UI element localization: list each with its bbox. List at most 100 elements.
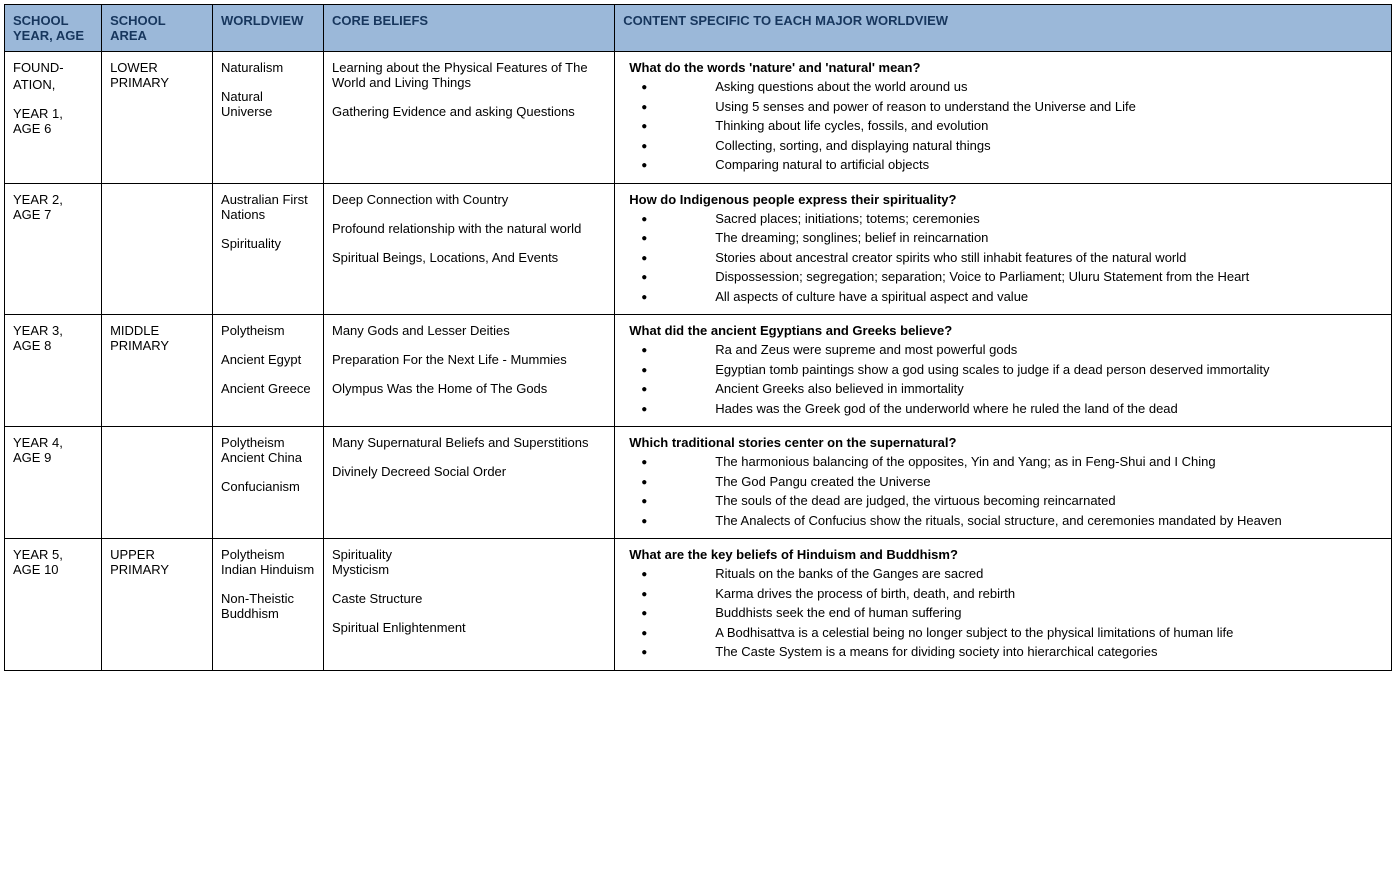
- content-bullet: The God Pangu created the Universe: [641, 472, 1383, 492]
- worldview-item: Ancient Egypt: [221, 352, 315, 367]
- belief-item: Gathering Evidence and asking Questions: [332, 104, 606, 119]
- cell-beliefs: Many Supernatural Beliefs and Superstiti…: [323, 427, 614, 539]
- cell-year: YEAR 4, AGE 9: [5, 427, 102, 539]
- content-question: Which traditional stories center on the …: [629, 435, 1383, 450]
- cell-beliefs: Many Gods and Lesser Deities Preparation …: [323, 315, 614, 427]
- col-header-beliefs: CORE BELIEFS: [323, 5, 614, 52]
- cell-year: YEAR 2, AGE 7: [5, 183, 102, 315]
- col-header-content: CONTENT SPECIFIC TO EACH MAJOR WORLDVIEW: [615, 5, 1392, 52]
- year-text: YEAR 3, AGE 8: [13, 323, 93, 353]
- content-bullet-list: Ra and Zeus were supreme and most powerf…: [623, 340, 1383, 418]
- worldview-item: Naturalism: [221, 60, 315, 75]
- cell-area: [102, 427, 213, 539]
- cell-year: YEAR 3, AGE 8: [5, 315, 102, 427]
- content-bullet: Thinking about life cycles, fossils, and…: [641, 116, 1383, 136]
- cell-area: UPPER PRIMARY: [102, 539, 213, 671]
- worldview-item: Polytheism Indian Hinduism: [221, 547, 315, 577]
- year-text: YEAR 4, AGE 9: [13, 435, 93, 465]
- content-bullet-list: Sacred places; initiations; totems; cere…: [623, 209, 1383, 307]
- content-bullet: The dreaming; songlines; belief in reinc…: [641, 228, 1383, 248]
- cell-worldview: Australian First Nations Spirituality: [213, 183, 324, 315]
- cell-beliefs: Learning about the Physical Features of …: [323, 52, 614, 184]
- worldview-item: Ancient Greece: [221, 381, 315, 396]
- cell-beliefs: Spirituality Mysticism Caste Structure Spi…: [323, 539, 614, 671]
- year-text: FOUND-: [13, 60, 93, 75]
- year-text: ATION,: [13, 77, 93, 92]
- table-row: YEAR 3, AGE 8 MIDDLE PRIMARY Polytheism Anc…: [5, 315, 1392, 427]
- content-bullet: Stories about ancestral creator spirits …: [641, 248, 1383, 268]
- content-bullet-list: Asking questions about the world around …: [623, 77, 1383, 175]
- table-row: FOUND-ATION,YEAR 1, AGE 6LOWER PRIMARYNa…: [5, 52, 1392, 184]
- belief-item: Spiritual Enlightenment: [332, 620, 606, 635]
- belief-item: Caste Structure: [332, 591, 606, 606]
- content-bullet: Asking questions about the world around …: [641, 77, 1383, 97]
- content-bullet: Egyptian tomb paintings show a god using…: [641, 360, 1383, 380]
- cell-content: What do the words 'nature' and 'natural'…: [615, 52, 1392, 184]
- belief-item: Profound relationship with the natural w…: [332, 221, 606, 236]
- content-bullet: Buddhists seek the end of human sufferin…: [641, 603, 1383, 623]
- table-row: YEAR 2, AGE 7 Australian First Nations Spi…: [5, 183, 1392, 315]
- worldview-item: Non-Theistic Buddhism: [221, 591, 315, 621]
- belief-item: Olympus Was the Home of The Gods: [332, 381, 606, 396]
- content-bullet: Collecting, sorting, and displaying natu…: [641, 136, 1383, 156]
- content-bullet: Rituals on the banks of the Ganges are s…: [641, 564, 1383, 584]
- worldview-item: Polytheism Ancient China: [221, 435, 315, 465]
- content-bullet: The souls of the dead are judged, the vi…: [641, 491, 1383, 511]
- table-header: SCHOOL YEAR, AGE SCHOOL AREA WORLDVIEW C…: [5, 5, 1392, 52]
- worldview-item: Natural Universe: [221, 89, 315, 119]
- content-bullet: Karma drives the process of birth, death…: [641, 584, 1383, 604]
- cell-year: YEAR 5, AGE 10: [5, 539, 102, 671]
- content-bullet: Ancient Greeks also believed in immortal…: [641, 379, 1383, 399]
- content-question: How do Indigenous people express their s…: [629, 192, 1383, 207]
- cell-content: Which traditional stories center on the …: [615, 427, 1392, 539]
- content-bullet: Dispossession; segregation; separation; …: [641, 267, 1383, 287]
- col-header-worldview: WORLDVIEW: [213, 5, 324, 52]
- content-bullet: The harmonious balancing of the opposite…: [641, 452, 1383, 472]
- cell-worldview: Polytheism Ancient Egypt Ancient Greece: [213, 315, 324, 427]
- cell-content: What are the key beliefs of Hinduism and…: [615, 539, 1392, 671]
- year-text: YEAR 2, AGE 7: [13, 192, 93, 222]
- belief-item: Deep Connection with Country: [332, 192, 606, 207]
- table-row: YEAR 5, AGE 10UPPER PRIMARYPolytheism In…: [5, 539, 1392, 671]
- content-question: What are the key beliefs of Hinduism and…: [629, 547, 1383, 562]
- worldview-item: Confucianism: [221, 479, 315, 494]
- content-bullet: Sacred places; initiations; totems; cere…: [641, 209, 1383, 229]
- belief-item: Learning about the Physical Features of …: [332, 60, 606, 90]
- cell-area: LOWER PRIMARY: [102, 52, 213, 184]
- col-header-area: SCHOOL AREA: [102, 5, 213, 52]
- content-bullet: A Bodhisattva is a celestial being no lo…: [641, 623, 1383, 643]
- content-bullet: Using 5 senses and power of reason to un…: [641, 97, 1383, 117]
- cell-beliefs: Deep Connection with Country Profound rel…: [323, 183, 614, 315]
- belief-item: Divinely Decreed Social Order: [332, 464, 606, 479]
- content-bullet-list: Rituals on the banks of the Ganges are s…: [623, 564, 1383, 662]
- cell-area: MIDDLE PRIMARY: [102, 315, 213, 427]
- year-text: YEAR 1, AGE 6: [13, 106, 93, 136]
- cell-worldview: Polytheism Ancient China Confucianism: [213, 427, 324, 539]
- belief-item: Preparation For the Next Life - Mummies: [332, 352, 606, 367]
- cell-content: How do Indigenous people express their s…: [615, 183, 1392, 315]
- table-body: FOUND-ATION,YEAR 1, AGE 6LOWER PRIMARYNa…: [5, 52, 1392, 671]
- cell-worldview: Naturalism Natural Universe: [213, 52, 324, 184]
- col-header-year: SCHOOL YEAR, AGE: [5, 5, 102, 52]
- content-bullet: The Analects of Confucius show the ritua…: [641, 511, 1383, 531]
- content-bullet: Ra and Zeus were supreme and most powerf…: [641, 340, 1383, 360]
- content-bullet: All aspects of culture have a spiritual …: [641, 287, 1383, 307]
- content-question: What do the words 'nature' and 'natural'…: [629, 60, 1383, 75]
- worldview-item: Polytheism: [221, 323, 315, 338]
- content-bullet: The Caste System is a means for dividing…: [641, 642, 1383, 662]
- year-text: YEAR 5, AGE 10: [13, 547, 93, 577]
- table-row: YEAR 4, AGE 9 Polytheism Ancient China Con…: [5, 427, 1392, 539]
- cell-year: FOUND- ATION, YEAR 1, AGE 6: [5, 52, 102, 184]
- worldview-item: Spirituality: [221, 236, 315, 251]
- belief-item: Spiritual Beings, Locations, And Events: [332, 250, 606, 265]
- worldview-item: Australian First Nations: [221, 192, 315, 222]
- belief-item: Many Supernatural Beliefs and Superstiti…: [332, 435, 606, 450]
- content-bullet: Comparing natural to artificial objects: [641, 155, 1383, 175]
- content-question: What did the ancient Egyptians and Greek…: [629, 323, 1383, 338]
- content-bullet-list: The harmonious balancing of the opposite…: [623, 452, 1383, 530]
- cell-worldview: Polytheism Indian Hinduism Non-Theistic B…: [213, 539, 324, 671]
- belief-item: Spirituality Mysticism: [332, 547, 606, 577]
- worldview-curriculum-table: SCHOOL YEAR, AGE SCHOOL AREA WORLDVIEW C…: [4, 4, 1392, 671]
- belief-item: Many Gods and Lesser Deities: [332, 323, 606, 338]
- cell-area: [102, 183, 213, 315]
